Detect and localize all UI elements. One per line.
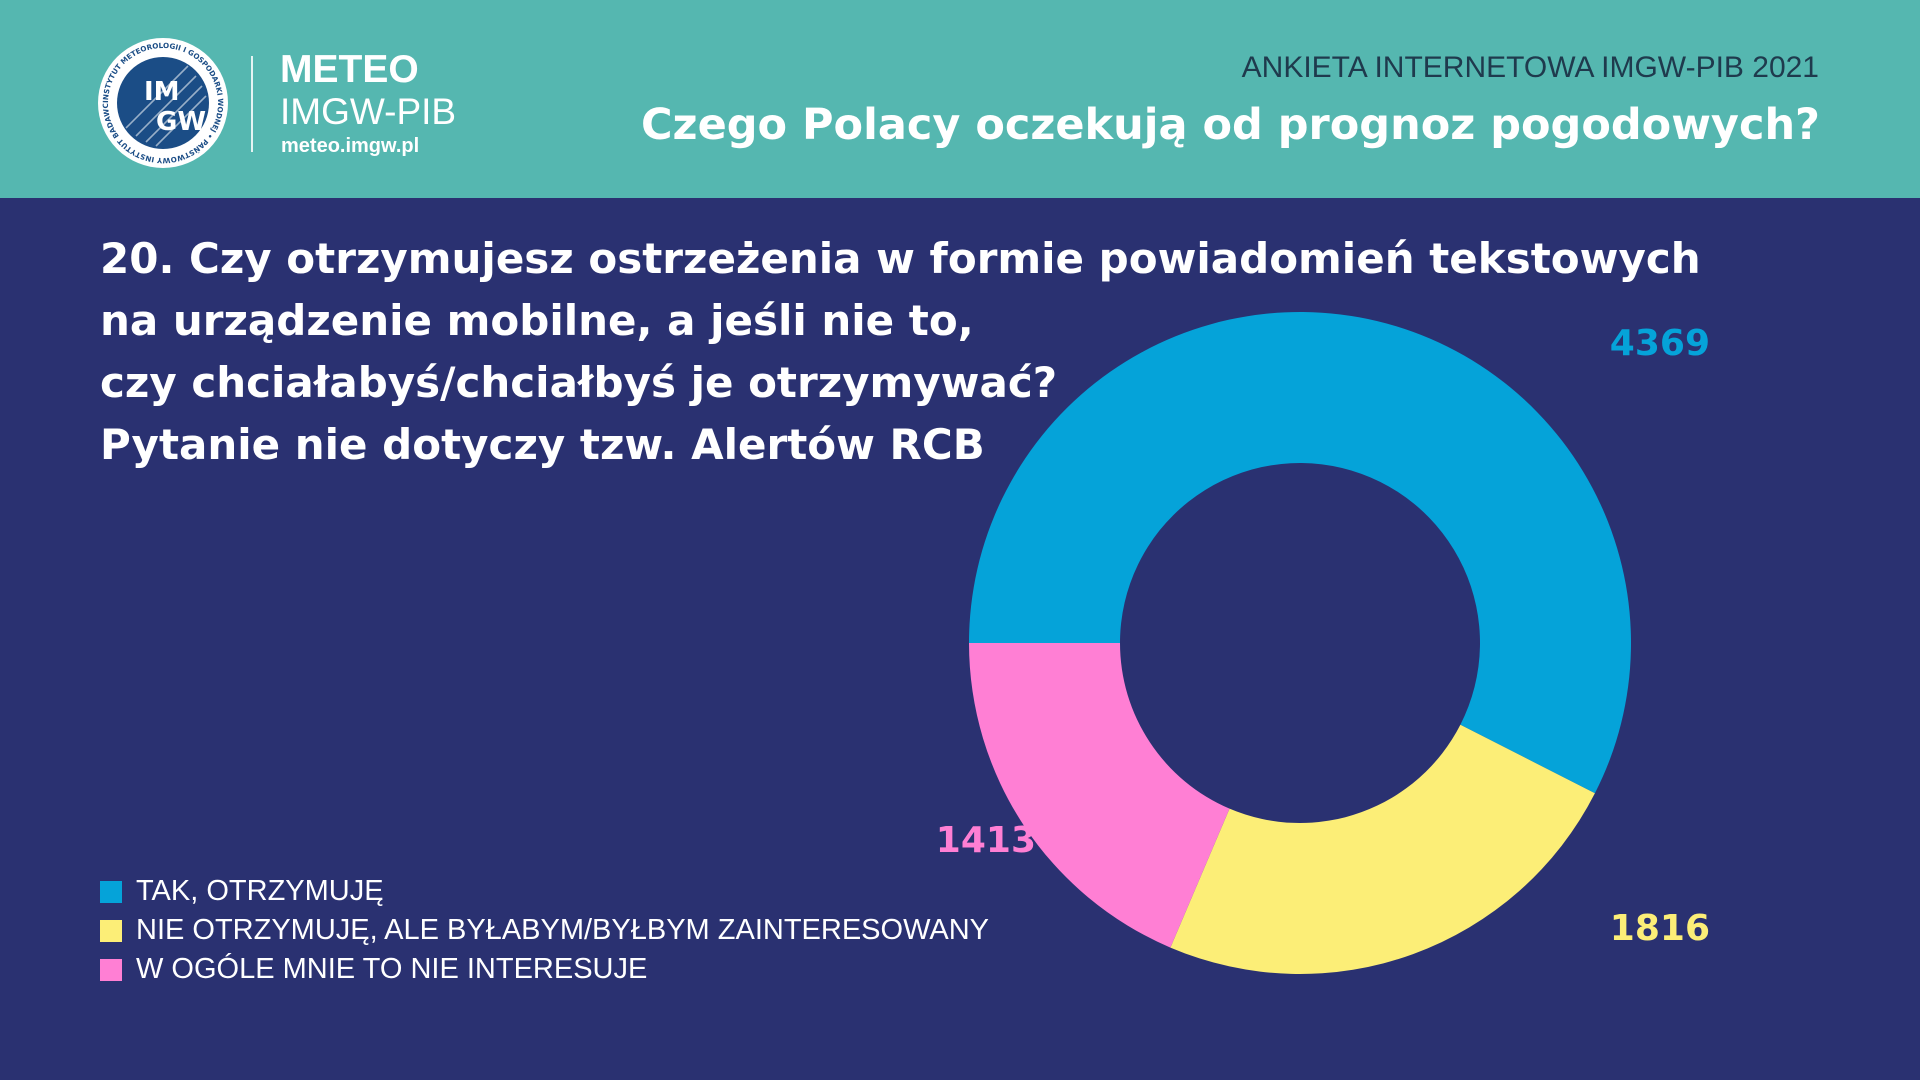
legend-swatch-pink bbox=[100, 958, 122, 981]
question-line: 20. Czy otrzymujesz ostrzeżenia w formie… bbox=[100, 234, 1701, 283]
legend-label: W OGÓLE MNIE TO NIE INTERESUJE bbox=[136, 953, 648, 985]
brand-url: meteo.imgw.pl bbox=[281, 135, 420, 157]
legend-item: TAK, OTRZYMUJĘ bbox=[100, 872, 989, 911]
brand-title: METEO bbox=[280, 48, 419, 91]
donut-slice-3 bbox=[969, 643, 1230, 948]
logo-divider bbox=[251, 56, 253, 152]
question-text: 20. Czy otrzymujesz ostrzeżenia w formie… bbox=[100, 228, 1701, 476]
page-title: Czego Polacy oczekują od prognoz pogodow… bbox=[640, 100, 1820, 150]
legend-swatch-yellow bbox=[100, 919, 122, 942]
data-label-1: 4369 bbox=[1610, 323, 1710, 364]
question-line: Pytanie nie dotyczy tzw. Alertów RCB bbox=[100, 420, 985, 469]
legend-label: NIE OTRZYMUJĘ, ALE BYŁABYM/BYŁBYM ZAINTE… bbox=[136, 914, 989, 946]
donut-slice-1 bbox=[969, 312, 1631, 794]
data-label-2: 1816 bbox=[1610, 908, 1710, 949]
legend-item: NIE OTRZYMUJĘ, ALE BYŁABYM/BYŁBYM ZAINTE… bbox=[100, 911, 989, 950]
legend-item: W OGÓLE MNIE TO NIE INTERESUJE bbox=[100, 950, 989, 989]
header-bar: INSTYTUT METEOROLOGII I GOSPODARKI WODNE… bbox=[0, 0, 1920, 198]
logo-text-top: IM bbox=[144, 77, 180, 107]
logo-text-bottom: GW bbox=[156, 107, 206, 137]
survey-label: ANKIETA INTERNETOWA IMGW-PIB 2021 bbox=[1241, 51, 1819, 84]
chart-legend: TAK, OTRZYMUJĘ NIE OTRZYMUJĘ, ALE BYŁABY… bbox=[100, 872, 989, 989]
legend-swatch-blue bbox=[100, 880, 122, 903]
donut-slice-2 bbox=[1170, 724, 1595, 975]
imgw-logo-seal: INSTYTUT METEOROLOGII I GOSPODARKI WODNE… bbox=[96, 36, 228, 168]
data-label-3: 1413 bbox=[936, 820, 1036, 861]
legend-label: TAK, OTRZYMUJĘ bbox=[136, 875, 384, 907]
question-line: na urządzenie mobilne, a jeśli nie to, bbox=[100, 296, 974, 345]
question-line: czy chciałabyś/chciałbyś je otrzymywać? bbox=[100, 358, 1058, 407]
brand-subtitle: IMGW-PIB bbox=[280, 91, 457, 132]
